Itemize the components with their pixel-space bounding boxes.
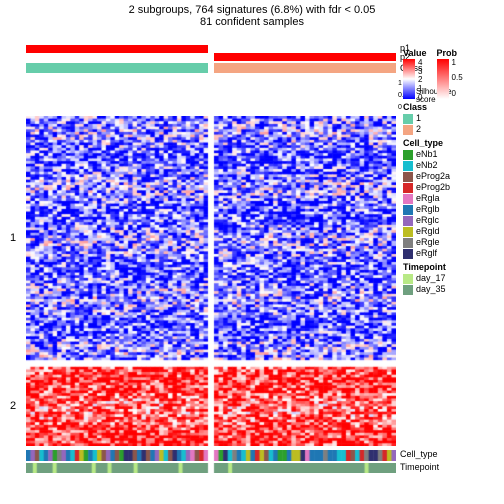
legend-item: eRglf xyxy=(403,249,501,259)
bottom-annotation: Cell_type Timepoint xyxy=(26,450,396,474)
legend-item: day_17 xyxy=(403,274,501,284)
legend-item: 2 xyxy=(403,125,501,135)
legend-item: eRglc xyxy=(403,216,501,226)
legend-item: 1 xyxy=(403,114,501,124)
anno-class xyxy=(26,63,396,73)
legend-prob: Prob 10.50 xyxy=(437,45,463,99)
row-label-2: 2 xyxy=(10,400,16,412)
silh-tick-1: 1 xyxy=(398,80,402,87)
legend-value: Value 43210 xyxy=(403,45,427,99)
legend-timepoint-title: Timepoint xyxy=(403,263,501,273)
anno-cell-type xyxy=(26,450,396,461)
legend-item: eRgle xyxy=(403,238,501,248)
legend-item: eNb2 xyxy=(403,161,501,171)
anno-p1 xyxy=(26,45,396,53)
legend-item: eProg2a xyxy=(403,172,501,182)
legend-item: eRglb xyxy=(403,205,501,215)
legend-class-title: Class xyxy=(403,103,501,113)
anno-timepoint xyxy=(26,463,396,473)
silh-tick-0: 0 xyxy=(398,104,402,111)
legends: Value 43210 Prob 10.50 Class 12 Cell_typ… xyxy=(403,45,501,485)
title-line-2: 81 confident samples xyxy=(0,16,504,28)
legend-celltype-title: Cell_type xyxy=(403,139,501,149)
legend-item: eRgla xyxy=(403,194,501,204)
silhouette-track: 1 0.5 0 Silhouette score xyxy=(26,82,396,110)
legend-item: day_35 xyxy=(403,285,501,295)
legend-item: eProg2b xyxy=(403,183,501,193)
legend-item: eNb1 xyxy=(403,150,501,160)
legend-item: eRgld xyxy=(403,227,501,237)
anno-p2 xyxy=(26,53,396,61)
row-group-labels: 1 2 xyxy=(4,116,22,446)
row-label-1: 1 xyxy=(10,232,16,244)
title-line-1: 2 subgroups, 764 signatures (6.8%) with … xyxy=(0,0,504,16)
heatmap xyxy=(26,116,396,446)
top-annotation: p1 p2 Class xyxy=(26,45,396,80)
